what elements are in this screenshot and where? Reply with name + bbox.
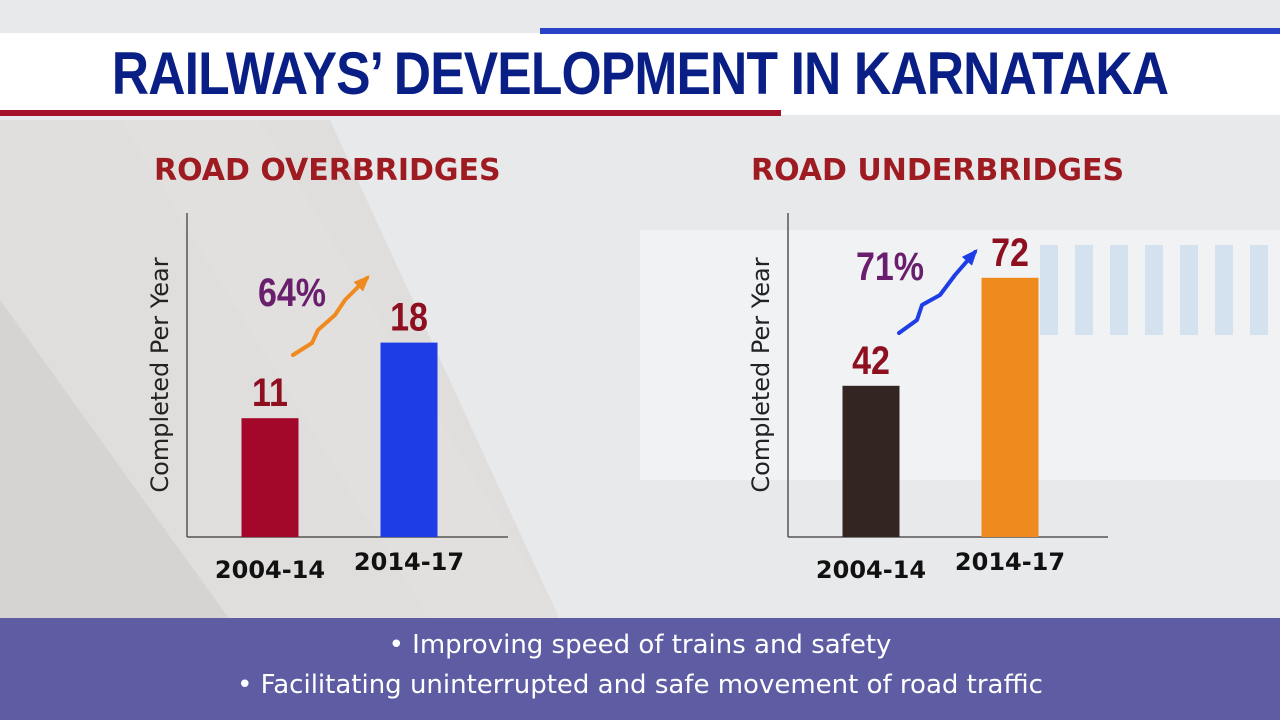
footer-panel: • Improving speed of trains and safety •… <box>0 618 1280 720</box>
category-label-underbridges-2004-14: 2004-14 <box>816 556 926 584</box>
change-label-underbridges: 71% <box>856 243 924 288</box>
category-label-overbridges-2014-17: 2014-17 <box>354 548 464 576</box>
value-label-overbridges-2014-17: 18 <box>390 294 428 339</box>
bar-overbridges-2014-17 <box>380 342 438 537</box>
trend-arrowhead-overbridges <box>353 275 370 292</box>
title-bar <box>0 33 1280 115</box>
bar-underbridges-2004-14 <box>842 385 900 537</box>
y-axis-label-underbridges: Completed Per Year <box>747 257 775 492</box>
footer-bullet-1: • Improving speed of trains and safety <box>388 630 892 660</box>
change-label-overbridges: 64% <box>258 269 326 314</box>
value-label-underbridges-2004-14: 42 <box>852 337 890 382</box>
chart-title-overbridges: ROAD OVERBRIDGES <box>154 153 501 188</box>
trend-arrow-overbridges <box>291 276 369 357</box>
category-label-underbridges-2014-17: 2014-17 <box>955 548 1065 576</box>
title-stripe-blue <box>540 28 1280 34</box>
value-label-underbridges-2014-17: 72 <box>991 229 1029 274</box>
title-stripe-red <box>0 110 781 116</box>
page-title: RAILWAYS’ DEVELOPMENT IN KARNATAKA <box>111 40 1169 107</box>
bar-overbridges-2004-14 <box>241 418 299 537</box>
trend-arrowhead-underbridges <box>961 248 978 266</box>
bar-underbridges-2014-17 <box>981 277 1039 537</box>
footer-bullet-2: • Facilitating uninterrupted and safe mo… <box>237 670 1043 700</box>
category-label-overbridges-2004-14: 2004-14 <box>215 556 325 584</box>
trend-arrow-underbridges <box>897 250 977 335</box>
y-axis-label-overbridges: Completed Per Year <box>146 257 174 492</box>
chart-title-underbridges: ROAD UNDERBRIDGES <box>751 153 1125 188</box>
value-label-overbridges-2004-14: 11 <box>252 370 288 415</box>
